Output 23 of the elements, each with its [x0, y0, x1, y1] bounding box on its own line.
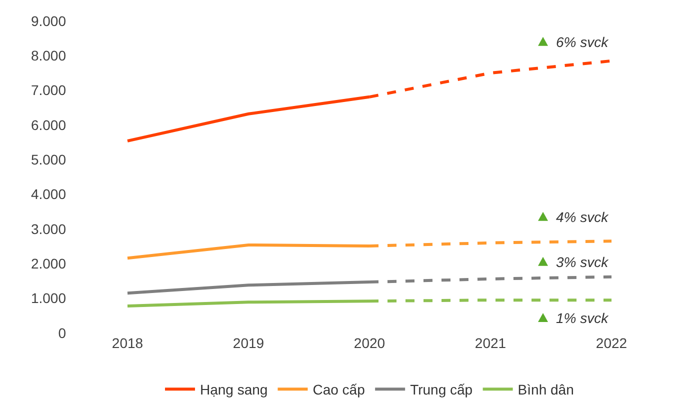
- legend-label: Hạng sang: [200, 382, 268, 398]
- y-tick-label: 3.000: [30, 220, 66, 237]
- y-tick-label: 8.000: [30, 48, 66, 64]
- x-tick-label: 2021: [474, 335, 506, 351]
- x-tick-label: 2020: [354, 335, 386, 351]
- x-tick-label: 2019: [232, 335, 264, 351]
- y-tick-label: 7.000: [30, 82, 66, 98]
- legend-label: Trung cấp: [410, 382, 473, 398]
- y-tick-label: 9.000: [30, 12, 66, 29]
- y-tick-label: 4.000: [30, 186, 66, 202]
- y-tick-label: 6.000: [30, 116, 66, 133]
- y-tick-label: 1.000: [30, 290, 66, 306]
- x-tick-label: 2018: [112, 335, 144, 351]
- y-tick-label: 2.000: [30, 256, 66, 272]
- x-tick-label: 2022: [596, 335, 628, 351]
- annotation: 6% svck: [556, 34, 610, 50]
- annotation: 4% svck: [556, 209, 610, 225]
- y-tick-label: 0: [58, 324, 66, 341]
- annotation: 1% svck: [556, 310, 610, 326]
- legend-label: Bình dân: [518, 382, 574, 398]
- legend-label: Cao cấp: [312, 382, 366, 398]
- y-tick-label: 5.000: [30, 152, 66, 168]
- annotation: 3% svck: [556, 254, 610, 270]
